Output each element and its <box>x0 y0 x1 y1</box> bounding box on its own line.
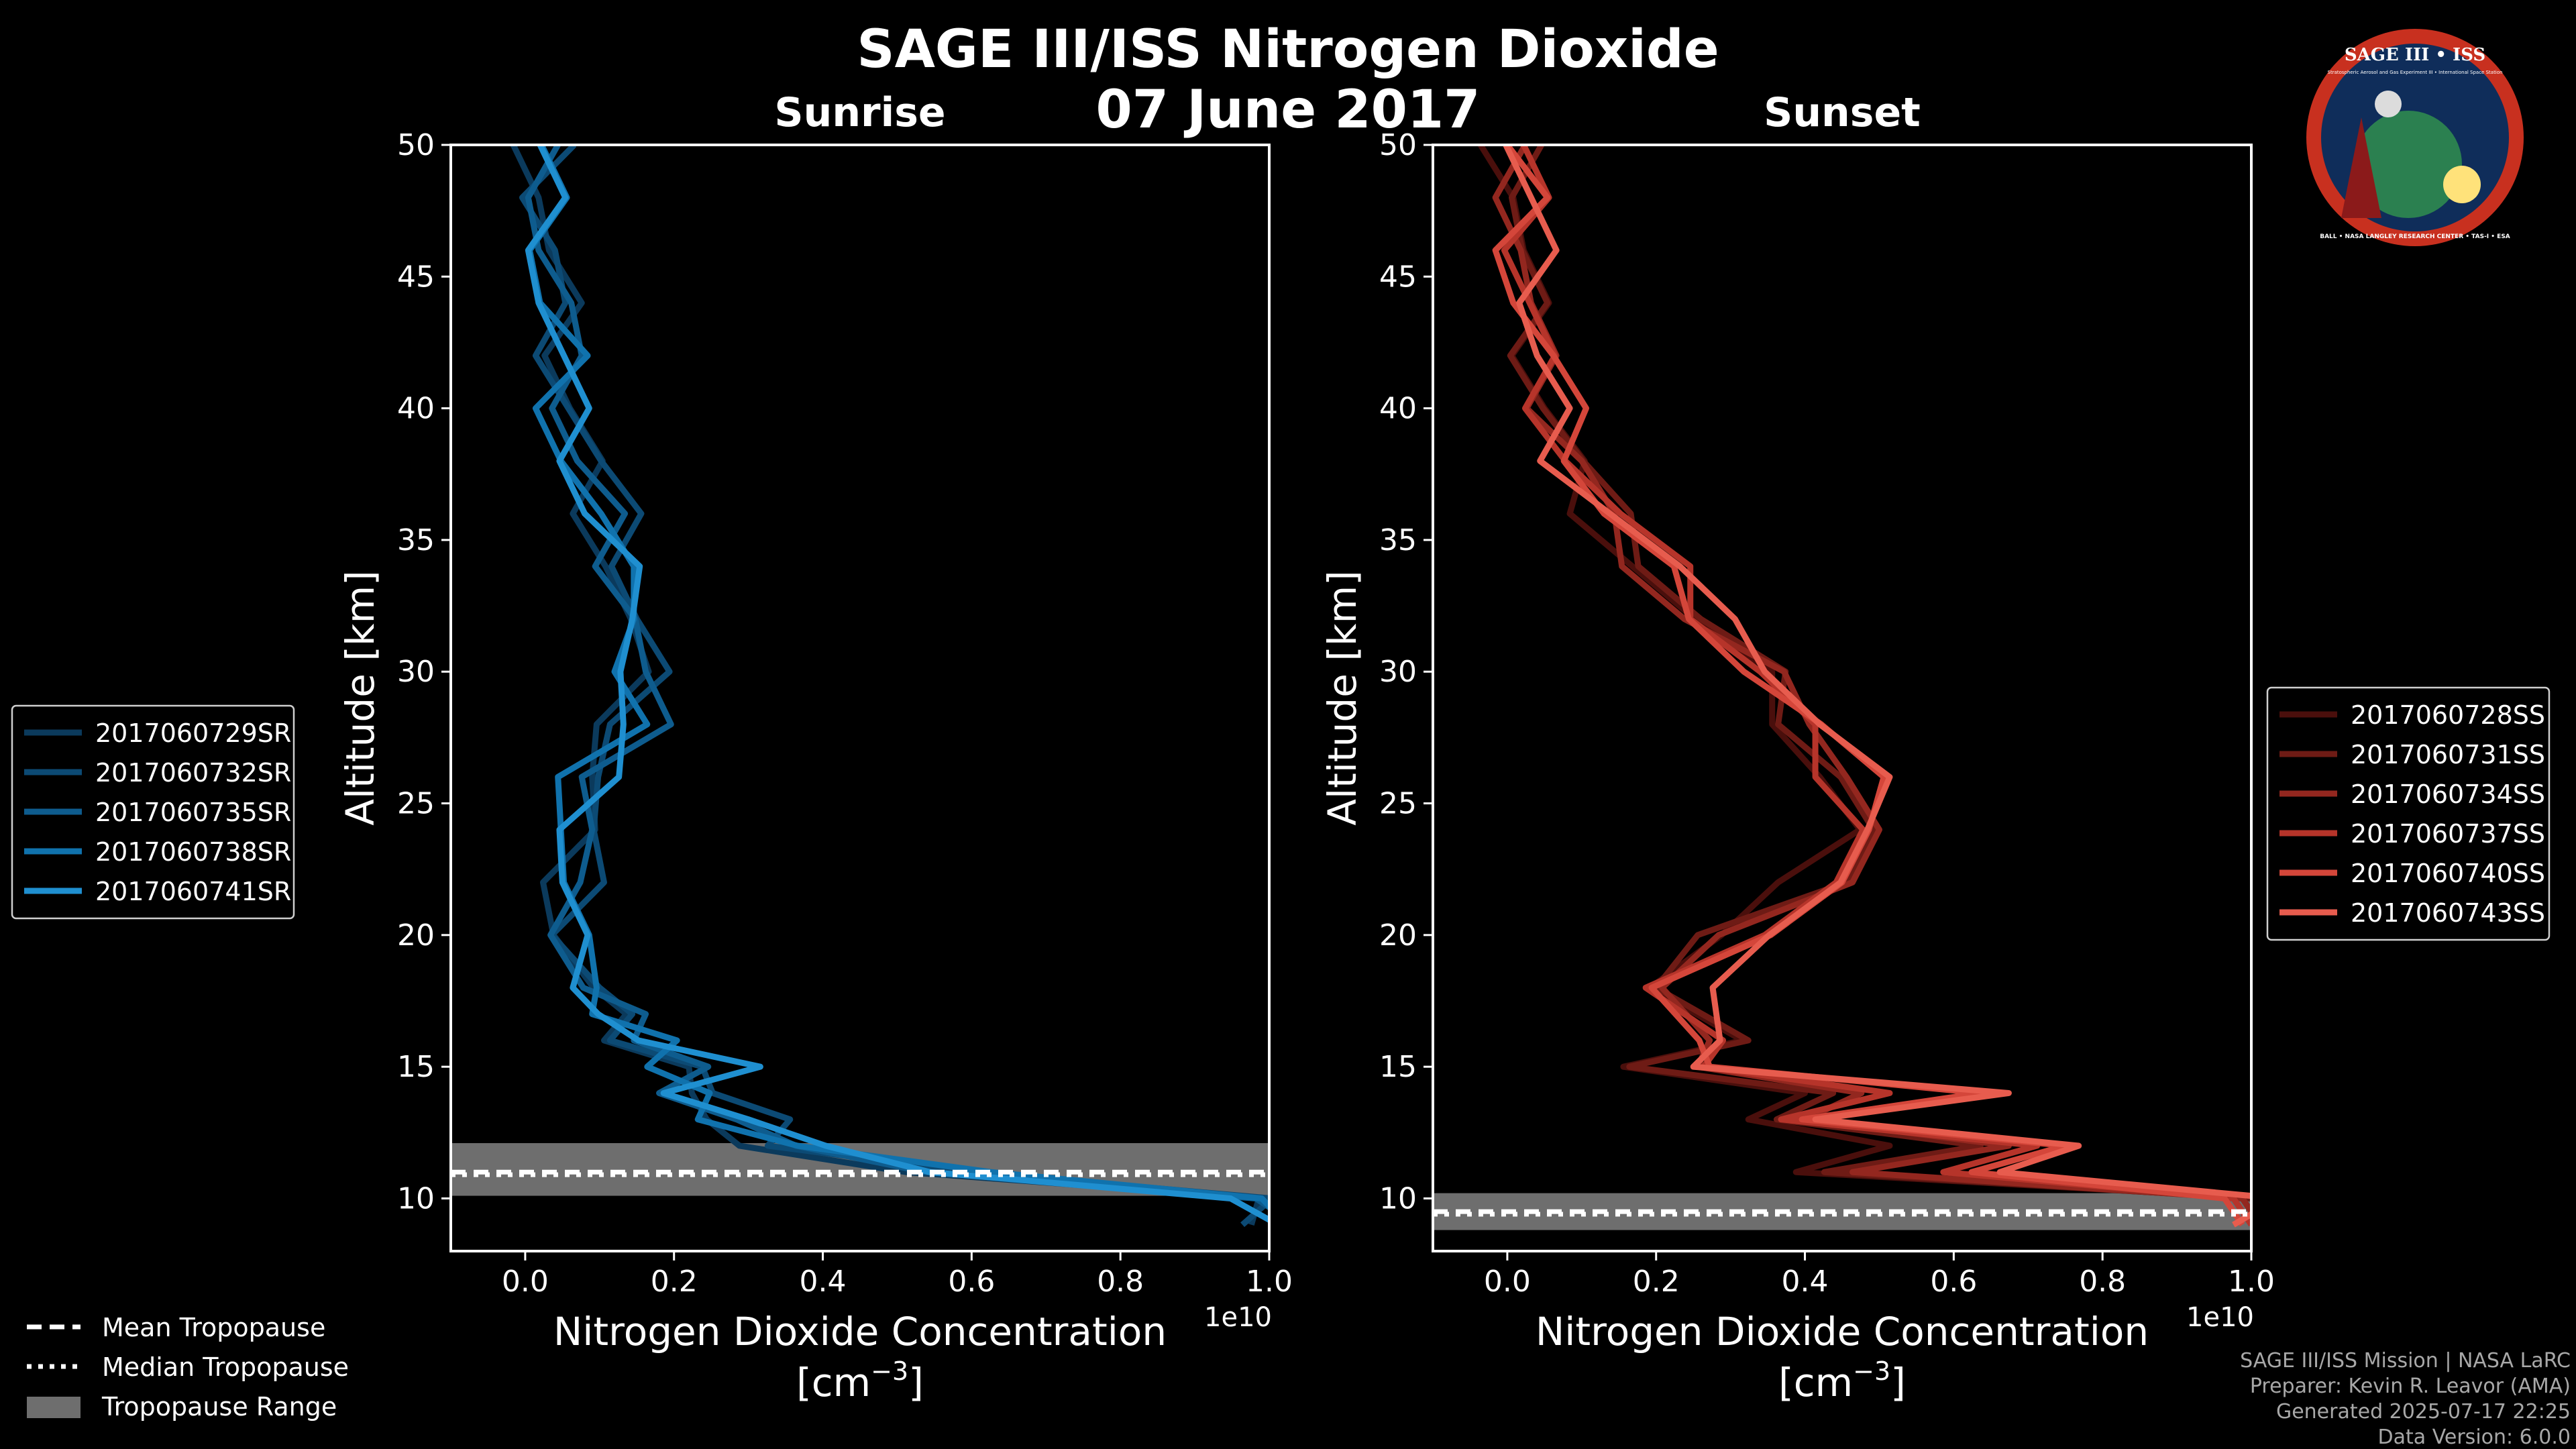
y-tick-label: 45 <box>397 260 435 294</box>
tropopause-range-label: Tropopause Range <box>101 1392 337 1421</box>
y-tick-label: 20 <box>1379 918 1417 953</box>
x-tick-label: 0.2 <box>1633 1265 1680 1299</box>
x-tick-label: 0.0 <box>502 1265 549 1299</box>
legend-label: 2017060741SR <box>95 877 291 906</box>
logo-earth <box>2355 111 2462 218</box>
y-tick-label: 30 <box>397 655 435 689</box>
y-tick-label: 15 <box>397 1050 435 1084</box>
y-tick-label: 30 <box>1379 655 1417 689</box>
x-tick-label: 0.6 <box>948 1265 995 1299</box>
tropopause-range-swatch <box>27 1397 80 1418</box>
y-tick-label: 50 <box>1379 128 1417 162</box>
tropopause-range-band <box>1433 1193 2251 1230</box>
series-line-2017060743SS <box>1503 145 2251 1228</box>
series-line-2017060741SR <box>525 145 1269 1224</box>
x-tick-label: 0.0 <box>1484 1265 1531 1299</box>
legend-label: 2017060743SS <box>2351 898 2545 928</box>
footer: SAGE III/ISS Mission | NASA LaRC Prepare… <box>2240 1349 2571 1449</box>
y-tick-label: 10 <box>1379 1181 1417 1216</box>
y-tick-label: 40 <box>1379 392 1417 426</box>
y-tick-label: 45 <box>1379 260 1417 294</box>
plot-area <box>451 145 1269 1228</box>
y-tick-label: 35 <box>397 523 435 557</box>
figure-title: SAGE III/ISS Nitrogen Dioxide <box>857 19 1719 80</box>
legend-label: 2017060729SR <box>95 718 291 748</box>
x-axis-unit: [cm−3] <box>1778 1356 1906 1405</box>
y-tick-label: 35 <box>1379 523 1417 557</box>
y-tick-label: 50 <box>397 128 435 162</box>
footer-version: Data Version: 6.0.0 <box>2378 1426 2571 1449</box>
x-axis-label: Nitrogen Dioxide Concentration <box>1536 1309 2149 1354</box>
x-tick-label: 0.8 <box>2079 1265 2126 1299</box>
sunset-panel: 0.0 0.2 0.4 0.6 0.8 1.0 10 15 20 25 30 35 40 45 50 1e10… <box>1320 89 2275 1405</box>
legend-label: 2017060737SS <box>2351 819 2545 849</box>
x-tick-label: 0.8 <box>1097 1265 1144 1299</box>
logo-text-top: SAGE III • ISS <box>2345 45 2485 65</box>
x-tick-label: 0.4 <box>1782 1265 1829 1299</box>
legend-label: 2017060731SS <box>2351 740 2545 769</box>
median-tropopause-label: Median Tropopause <box>102 1352 349 1382</box>
axes-frame <box>449 144 1271 1252</box>
series-line-2017060738SR <box>527 145 1269 1211</box>
figure-date: 07 June 2017 <box>1096 80 1481 140</box>
y-tick-label: 25 <box>397 787 435 821</box>
sunrise-panel: 0.0 0.2 0.4 0.6 0.8 1.0 10 15 20 25 30 35 40 45 50 1e10… <box>337 89 1293 1405</box>
series-line-2017060732SR <box>519 145 1269 1228</box>
x-tick-label: 1.0 <box>2228 1265 2275 1299</box>
x-axis-unit: [cm−3] <box>796 1356 924 1405</box>
legend-label: 2017060735SR <box>95 798 291 827</box>
y-tick-label: 40 <box>397 392 435 426</box>
x-tick-label: 0.4 <box>800 1265 847 1299</box>
x-tick-label: 0.2 <box>651 1265 698 1299</box>
y-tick-label: 25 <box>1379 787 1417 821</box>
sunset-legend: 2017060728SS 2017060731SS 2017060734SS 2017… <box>2266 686 2551 941</box>
logo-moon <box>2375 91 2402 117</box>
y-axis-label: Altitude [km] <box>1320 570 1365 825</box>
series-line-2017060740SS <box>1492 145 2245 1227</box>
legend-box <box>2266 686 2551 941</box>
legend-label: 2017060732SR <box>95 758 291 788</box>
x-axis-label: Nitrogen Dioxide Concentration <box>553 1309 1167 1354</box>
footer-mission: SAGE III/ISS Mission | NASA LaRC <box>2240 1349 2571 1373</box>
mean-tropopause-label: Mean Tropopause <box>102 1313 325 1342</box>
legend-box <box>11 704 295 920</box>
logo-text-small: Stratospheric Aerosol and Gas Experiment… <box>2328 70 2503 75</box>
y-tick-label: 10 <box>397 1181 435 1216</box>
axes-frame <box>1432 144 2253 1252</box>
x-offset-text: 1e10 <box>2186 1302 2254 1333</box>
logo-text-ring: BALL • NASA LANGLEY RESEARCH CENTER • TA… <box>2320 233 2510 240</box>
legend-label: 2017060728SS <box>2351 700 2545 730</box>
footer-preparer: Preparer: Kevin R. Leavor (AMA) <box>2250 1375 2571 1398</box>
series-line-2017060731SS <box>1507 145 2251 1204</box>
footer-generated: Generated 2025-07-17 22:25 <box>2276 1400 2571 1424</box>
y-tick-label: 20 <box>397 918 435 953</box>
legend-label: 2017060740SS <box>2351 859 2545 888</box>
tropopause-legend: Mean Tropopause Median Tropopause Tropop… <box>27 1313 349 1421</box>
logo-figure <box>2341 117 2381 218</box>
panel-title: Sunset <box>1764 89 1921 136</box>
y-axis-label: Altitude [km] <box>337 570 383 825</box>
sage-iss-logo: SAGE III • ISS Stratospheric Aerosol and… <box>2306 29 2524 246</box>
sunrise-legend: 2017060729SR 2017060732SR 2017060735SR 2017… <box>11 704 295 920</box>
x-tick-label: 0.6 <box>1930 1265 1977 1299</box>
x-offset-text: 1e10 <box>1204 1302 1272 1333</box>
y-tick-label: 15 <box>1379 1050 1417 1084</box>
legend-label: 2017060734SS <box>2351 780 2545 809</box>
plot-area <box>1433 145 2251 1230</box>
legend-label: 2017060738SR <box>95 837 291 867</box>
panel-title: Sunrise <box>774 89 945 136</box>
logo-sun <box>2443 166 2481 203</box>
x-tick-label: 1.0 <box>1246 1265 1293 1299</box>
